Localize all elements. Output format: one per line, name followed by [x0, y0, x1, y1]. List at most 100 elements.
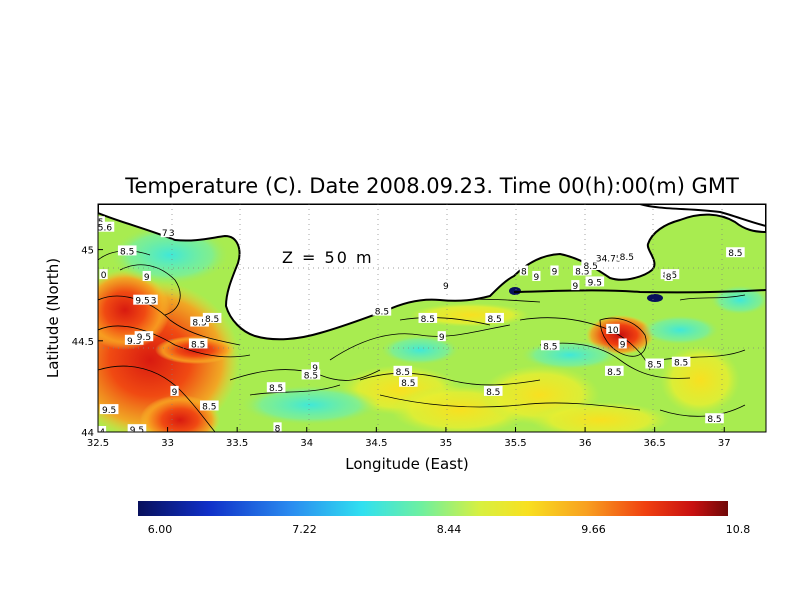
contour-label-bg: [532, 270, 541, 281]
landmass: [98, 204, 766, 341]
plot-frame: [97, 203, 767, 433]
contour-label: 8.5: [191, 340, 205, 350]
contour-label: 9: [312, 364, 318, 374]
kerch-peninsula: [639, 204, 766, 228]
contour-label-bg: [202, 312, 222, 323]
y-tick-label: 44: [81, 428, 94, 439]
contour-label: 9.5: [130, 426, 144, 436]
contour-label: 9: [443, 282, 449, 292]
contour-label-bg: [188, 338, 208, 349]
contour-label: 8: [521, 267, 527, 277]
colorbar-labels: 6.00 7.22 8.44 9.66 10.8: [148, 523, 751, 536]
contour-label-bg: [645, 358, 664, 369]
contour-label-bg: [98, 221, 115, 232]
x-tick-label: 35.5: [504, 438, 526, 449]
contour-label: 9: [572, 282, 578, 292]
colorbar-tick-label: 8.44: [437, 523, 462, 536]
colorbar-tick-label: 7.22: [292, 523, 317, 536]
contour-label-bg: [519, 265, 528, 276]
plot-area: 55.6738.5099.539.59.58.58.58.599.59.58.5…: [98, 204, 766, 436]
contour-lines: [98, 250, 746, 432]
contour-label-bg: [149, 294, 158, 305]
contour-label-bg: [581, 260, 600, 271]
contour-label-bg: [190, 316, 209, 327]
contour-label-bg: [671, 356, 691, 367]
contour-label-bg: [437, 331, 446, 342]
y-axis-label: Latitude (North): [44, 258, 62, 378]
contour-label-bg: [705, 413, 724, 424]
contour-label: 8.5: [543, 342, 557, 352]
contour-label: 8.5: [487, 315, 501, 325]
contour-label-bg: [399, 376, 418, 387]
contour-label: 3: [151, 297, 157, 307]
contour-label-bg: [393, 365, 413, 376]
x-tick-label: 32.5: [87, 438, 109, 449]
contour-label: 8.5: [620, 253, 634, 263]
contour-label-bg: [573, 265, 592, 276]
contour-label-bg: [540, 340, 560, 351]
contour-label: 9.5: [102, 406, 116, 416]
x-tick-label: 33.5: [226, 438, 248, 449]
contour-label-bg: [99, 404, 119, 415]
contour-label-bg: [266, 382, 286, 393]
contour-label-bg: [200, 400, 219, 411]
y-tick-label: 45: [81, 246, 94, 257]
temperature-field: [98, 225, 766, 432]
contour-label-bg: [618, 338, 627, 349]
contour-label-bg: [372, 305, 392, 316]
depth-label: Z = 50 m: [282, 248, 374, 267]
chart-title: Temperature (C). Date 2008.09.23. Time 0…: [124, 174, 739, 198]
contour-label-bg: [99, 269, 108, 280]
contour-label: 8.5: [575, 267, 589, 277]
x-axis-label: Longitude (East): [345, 455, 468, 473]
x-tick-label: 34.5: [365, 438, 387, 449]
contour-label-bg: [311, 362, 320, 373]
x-axis-ticks: 32.5 33 33.5 34 34.5 35 35.5 36 36.5 37: [87, 427, 731, 449]
colorbar-tick-label: 10.8: [726, 523, 751, 536]
colorbar-tick-label: 6.00: [148, 523, 173, 536]
contour-label-bg: [133, 294, 152, 305]
contour-label-bg: [441, 280, 451, 291]
eastern-coast: [513, 289, 766, 294]
contour-label: 8.5: [648, 361, 662, 371]
x-tick-label: 36: [579, 438, 592, 449]
x-tick-label: 33: [161, 438, 174, 449]
contour-label: 10: [607, 326, 619, 336]
contour-label-bg: [117, 245, 137, 256]
contour-label-bg: [585, 276, 605, 287]
contour-label: 5.6: [98, 224, 113, 234]
contour-label: 8.5: [728, 249, 742, 259]
contour-label: 7: [162, 229, 168, 239]
contour-label: 9.5: [127, 337, 141, 347]
contour-label-bg: [483, 385, 503, 396]
contour-labels: 55.6738.5099.539.59.58.58.58.599.59.58.5…: [98, 216, 745, 436]
y-axis-ticks: 44 44.5 45: [72, 246, 103, 439]
contour-label-bg: [594, 252, 624, 263]
contour-label: 8.5: [421, 315, 435, 325]
colorbar: [138, 501, 728, 516]
contour-label: 9: [439, 333, 445, 343]
contour-label: 8.5: [401, 379, 415, 389]
contour-label-bg: [170, 385, 179, 396]
contour-label-bg: [606, 323, 620, 334]
x-tick-label: 37: [718, 438, 731, 449]
crimea-coast: [98, 204, 766, 341]
contour-label: 9: [144, 273, 150, 283]
contour-label-bg: [98, 426, 107, 432]
contour-label-bg: [167, 227, 176, 238]
colorbar-tick-label: 9.66: [581, 523, 606, 536]
contour-label-bg: [134, 331, 154, 342]
contour-label: 9: [620, 340, 626, 350]
contour-label: 8.5: [202, 402, 216, 412]
contour-label: 8.5: [707, 415, 721, 425]
contour-label-bg: [127, 424, 147, 432]
contour-label: 3: [169, 229, 175, 239]
contour-label: 8.5: [375, 308, 389, 318]
contour-label: 8.5: [120, 247, 134, 257]
contour-label: 8.5: [583, 262, 597, 272]
contour-label-bg: [160, 227, 169, 238]
y-tick-label: 44.5: [72, 337, 94, 348]
contour-label: 9.5: [135, 297, 149, 307]
contour-label-bg: [664, 270, 673, 281]
